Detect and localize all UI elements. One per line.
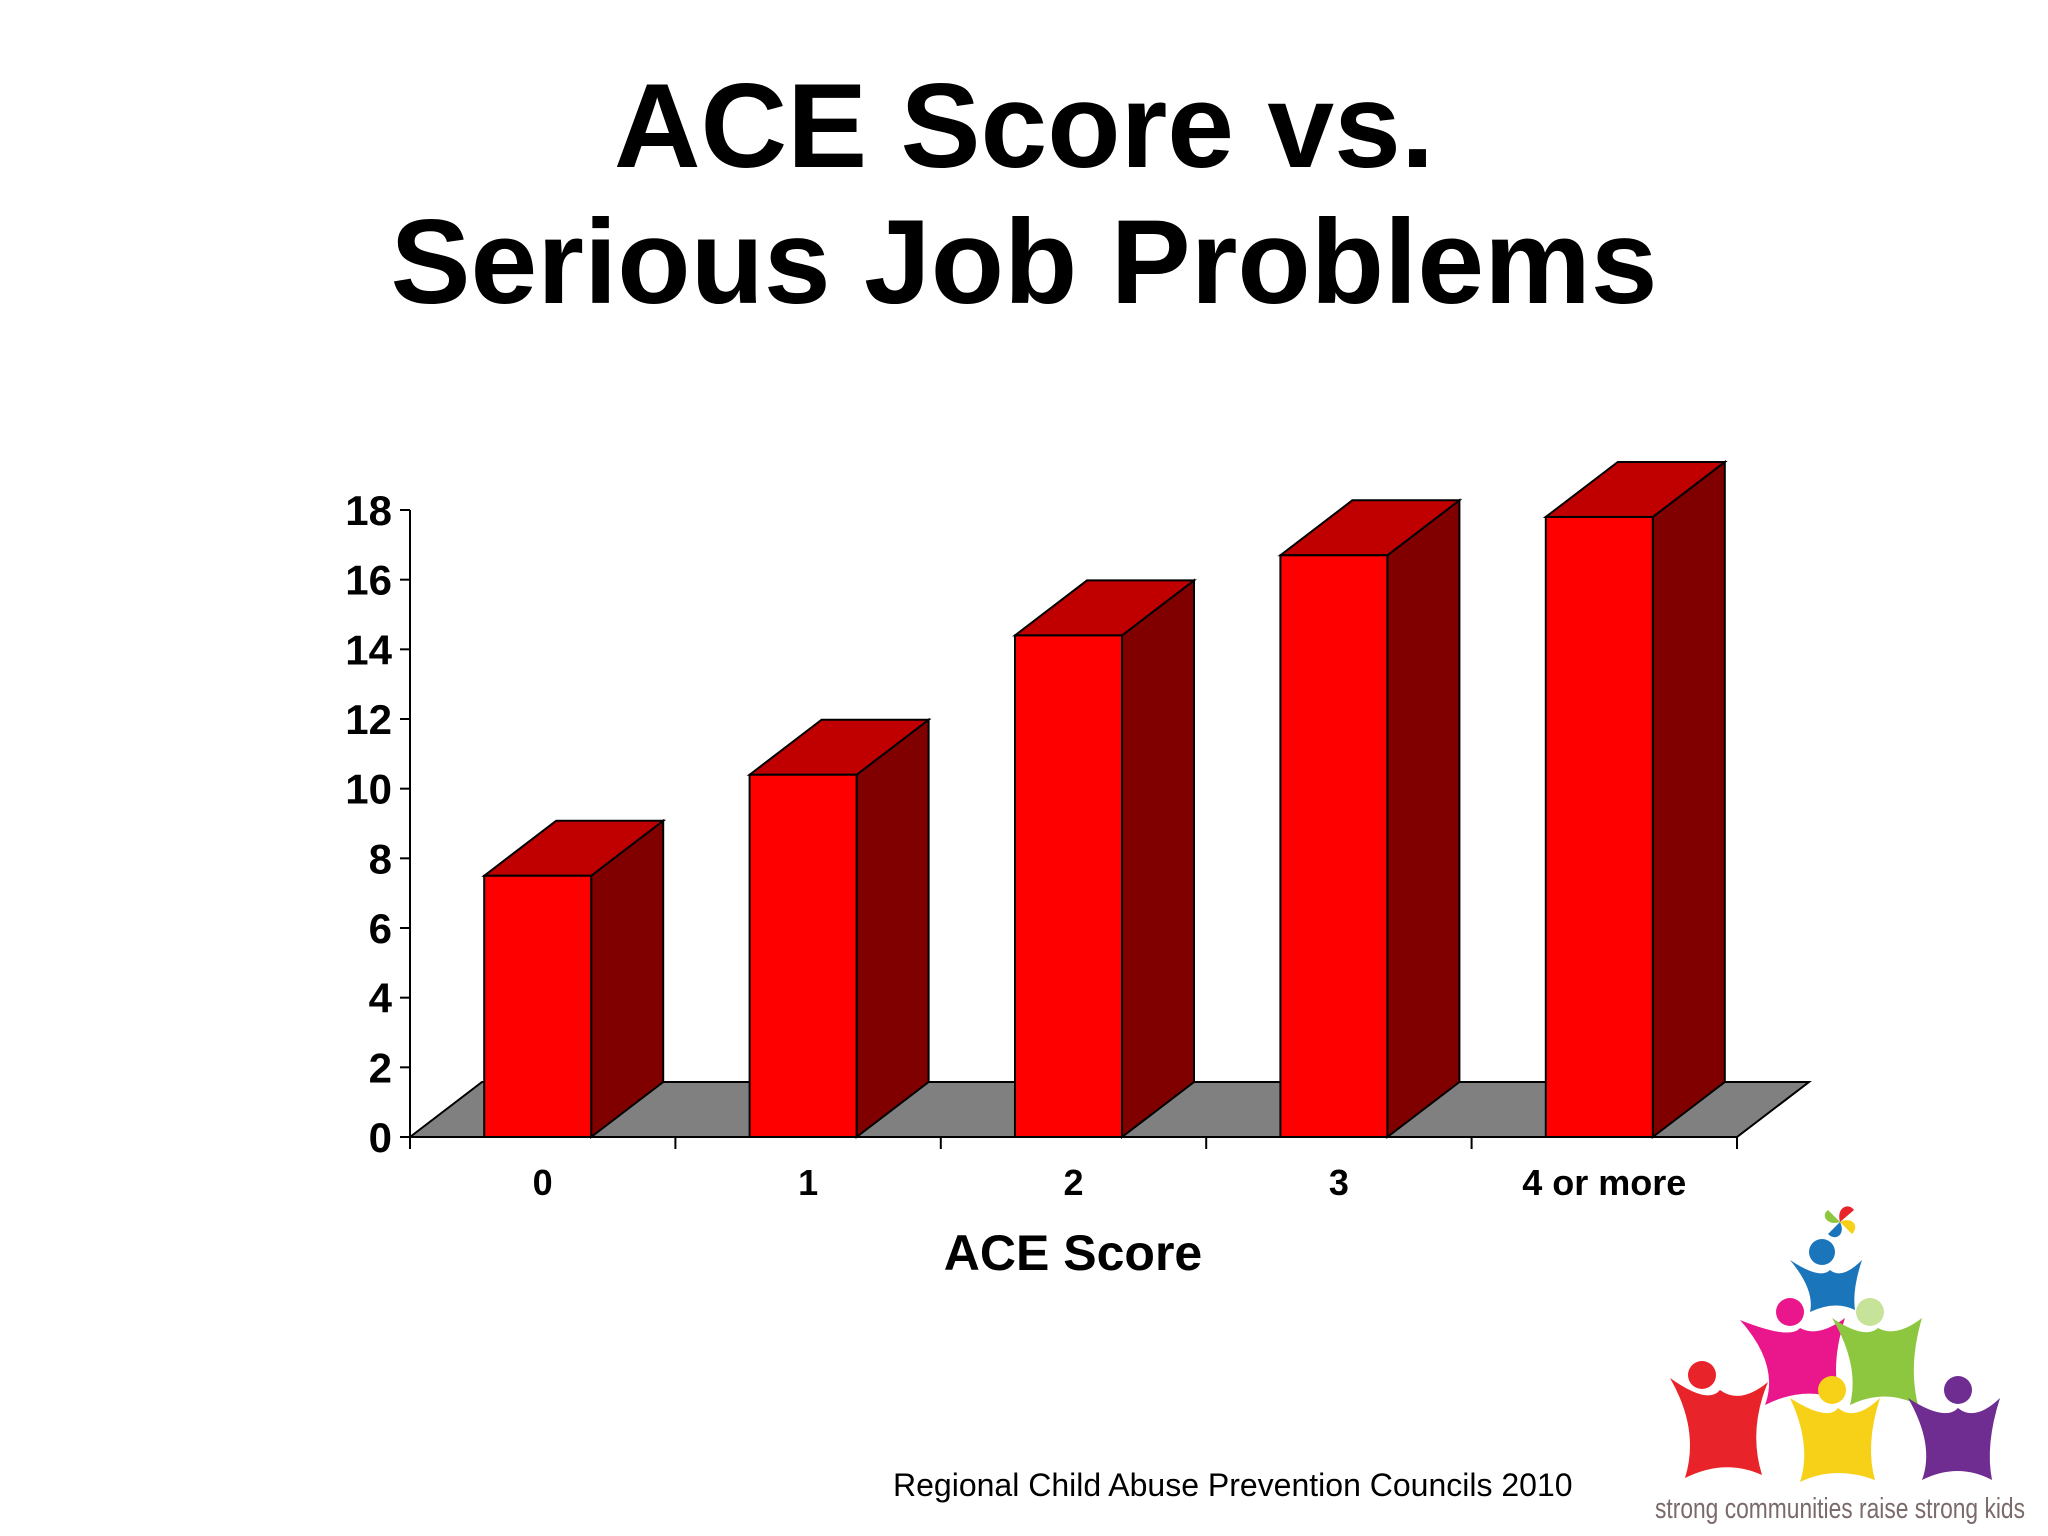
figure-yellow-icon [1790, 1376, 1880, 1482]
figure-red-icon [1670, 1361, 1768, 1478]
y-tick-label: 10 [345, 766, 392, 813]
pinwheel-icon [1824, 1206, 1856, 1238]
title-line-1: ACE Score vs. [613, 59, 1435, 193]
y-tick-label: 18 [345, 487, 392, 534]
x-axis-title: ACE Score [944, 1225, 1202, 1281]
strong-communities-logo: strong communities raise strong kids [1655, 1206, 2025, 1525]
y-tick-label: 8 [369, 835, 392, 882]
x-tick-label: 4 or more [1522, 1162, 1686, 1203]
x-tick-label: 0 [533, 1162, 553, 1203]
figure-blue-icon [1790, 1239, 1862, 1312]
figure-green-icon [1832, 1298, 1922, 1405]
y-tick-label: 14 [345, 626, 392, 673]
figure-magenta-icon [1740, 1298, 1845, 1405]
y-tick-label: 6 [369, 905, 392, 952]
y-tick-label: 12 [345, 696, 392, 743]
bar [483, 874, 593, 1138]
figure-purple-icon [1908, 1376, 2000, 1480]
x-tick-label: 3 [1329, 1162, 1349, 1203]
source-footer: Regional Child Abuse Prevention Councils… [893, 1467, 1573, 1503]
page-title: ACE Score vs. Serious Job Problems [0, 58, 2048, 330]
bar [1279, 554, 1389, 1138]
x-tick-label: 1 [798, 1162, 818, 1203]
title-line-2: Serious Job Problems [390, 195, 1658, 329]
bar-side [855, 717, 930, 1140]
y-tick-label: 2 [369, 1044, 392, 1091]
bar [1544, 515, 1654, 1138]
bar-side [1386, 498, 1461, 1140]
y-tick-label: 4 [369, 975, 393, 1022]
bar [748, 773, 858, 1138]
logo-tagline: strong communities raise strong kids [1655, 1493, 2025, 1525]
x-tick-label: 2 [1063, 1162, 1083, 1203]
bar-side [1651, 459, 1726, 1140]
y-tick-label: 0 [369, 1114, 392, 1161]
y-tick-label: 16 [345, 557, 392, 604]
bar-side [1121, 578, 1195, 1140]
bar [1014, 634, 1123, 1139]
